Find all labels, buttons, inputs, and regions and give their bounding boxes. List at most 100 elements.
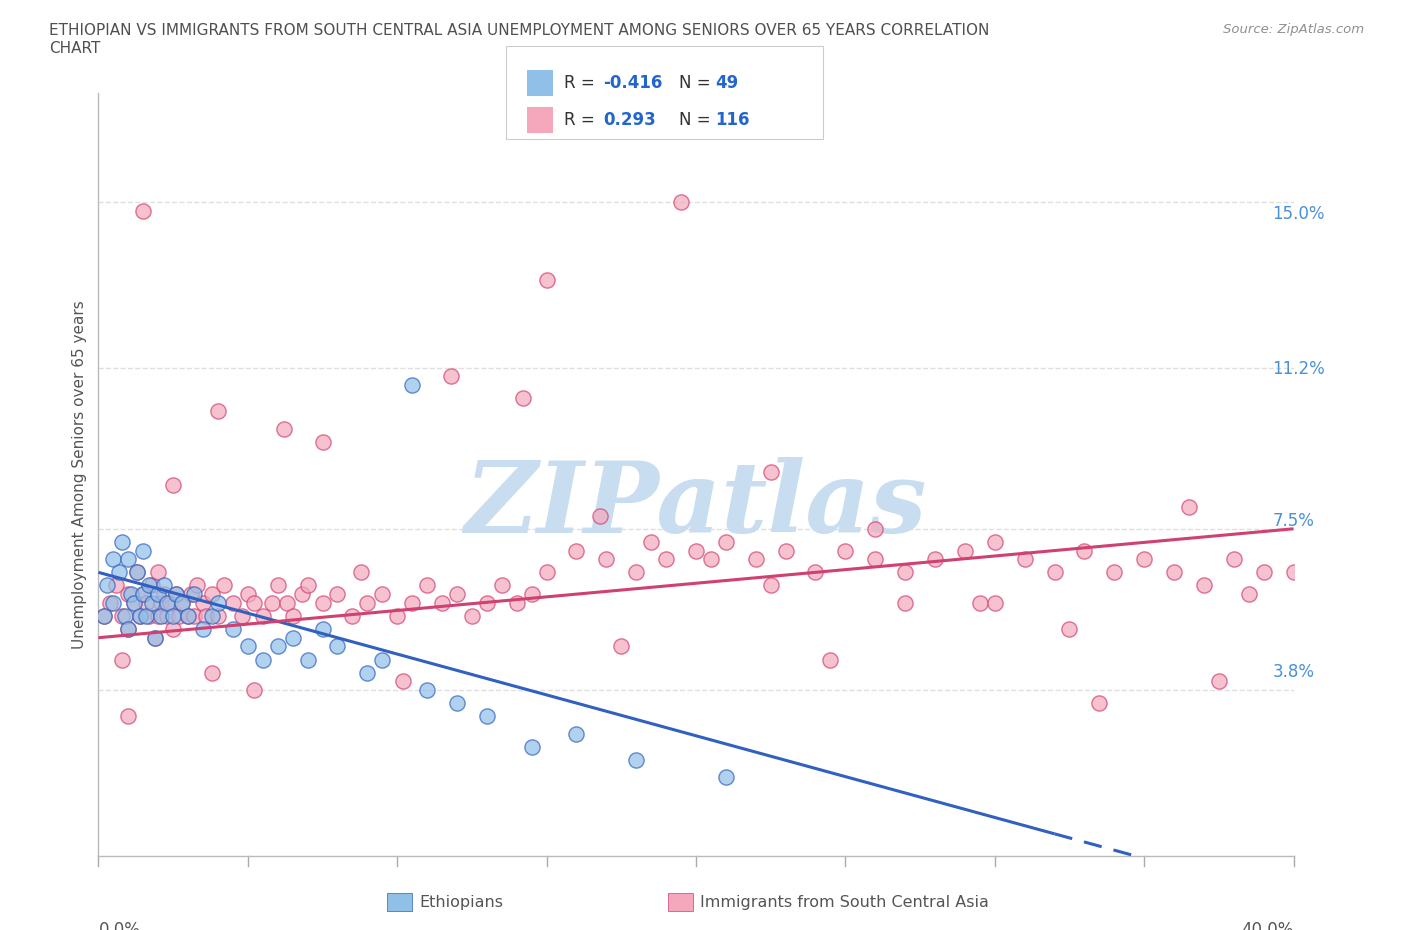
Point — [252, 608, 274, 623]
Point — [371, 587, 394, 602]
Point — [520, 587, 543, 602]
Point — [117, 621, 139, 636]
Point — [714, 535, 737, 550]
Point — [834, 543, 856, 558]
Text: -0.416: -0.416 — [603, 74, 662, 92]
Point — [159, 595, 181, 610]
Point — [565, 543, 588, 558]
Point — [195, 608, 218, 623]
Point — [207, 404, 229, 418]
Point — [117, 621, 139, 636]
Point — [236, 587, 259, 602]
Point — [1133, 551, 1156, 566]
Point — [138, 578, 160, 592]
Point — [117, 587, 139, 602]
Point — [124, 595, 146, 610]
Point — [156, 595, 179, 610]
Point — [212, 578, 235, 592]
Point — [491, 578, 513, 592]
Point — [98, 595, 122, 610]
Point — [148, 587, 170, 602]
Point — [1104, 565, 1126, 579]
Text: 15.0%: 15.0% — [1272, 205, 1324, 223]
Point — [111, 608, 134, 623]
Point — [243, 683, 266, 698]
Point — [401, 595, 423, 610]
Point — [984, 595, 1007, 610]
Point — [894, 595, 917, 610]
Point — [371, 652, 394, 667]
Point — [117, 551, 139, 566]
Point — [120, 587, 142, 602]
Point — [201, 665, 224, 680]
Point — [640, 535, 662, 550]
Point — [804, 565, 827, 579]
Point — [129, 608, 152, 623]
Point — [183, 608, 205, 623]
Point — [894, 565, 917, 579]
Point — [589, 509, 612, 524]
Point — [446, 587, 468, 602]
Text: 0.0%: 0.0% — [98, 921, 141, 930]
Point — [759, 465, 782, 480]
Point — [143, 631, 166, 645]
Point — [273, 421, 295, 436]
Point — [191, 595, 214, 610]
Point — [430, 595, 453, 610]
Point — [177, 608, 200, 623]
Text: 0.293: 0.293 — [603, 111, 657, 128]
Point — [512, 391, 534, 405]
Point — [446, 696, 468, 711]
Point — [177, 608, 200, 623]
Point — [236, 639, 259, 654]
Point — [1059, 621, 1081, 636]
Point — [311, 621, 333, 636]
Point — [103, 595, 125, 610]
Point — [222, 621, 245, 636]
Point — [506, 595, 529, 610]
Point — [626, 565, 648, 579]
Point — [342, 608, 364, 623]
Point — [183, 587, 205, 602]
Point — [536, 565, 558, 579]
Point — [1073, 543, 1095, 558]
Point — [167, 608, 190, 623]
Point — [201, 608, 224, 623]
Point — [267, 578, 290, 592]
Point — [401, 378, 423, 392]
Point — [127, 565, 149, 579]
Point — [1163, 565, 1185, 579]
Point — [714, 770, 737, 785]
Point — [207, 608, 229, 623]
Point — [536, 272, 558, 287]
Point — [297, 652, 319, 667]
Point — [865, 551, 887, 566]
Point — [180, 587, 202, 602]
Point — [311, 434, 333, 449]
Point — [165, 587, 187, 602]
Point — [156, 608, 179, 623]
Point — [132, 587, 155, 602]
Point — [311, 595, 333, 610]
Text: 116: 116 — [716, 111, 751, 128]
Point — [132, 204, 155, 219]
Point — [162, 621, 184, 636]
Point — [231, 608, 253, 623]
Point — [276, 595, 298, 610]
Text: 49: 49 — [716, 74, 740, 92]
Text: 3.8%: 3.8% — [1272, 663, 1315, 681]
Point — [520, 739, 543, 754]
Point — [252, 652, 274, 667]
Point — [595, 551, 617, 566]
Point — [243, 595, 266, 610]
Text: N =: N = — [679, 111, 716, 128]
Point — [150, 595, 173, 610]
Point — [207, 595, 229, 610]
Point — [610, 639, 633, 654]
Text: R =: R = — [564, 74, 600, 92]
Point — [461, 608, 484, 623]
Point — [165, 587, 187, 602]
Point — [186, 578, 208, 592]
Point — [150, 608, 173, 623]
Point — [1088, 696, 1111, 711]
